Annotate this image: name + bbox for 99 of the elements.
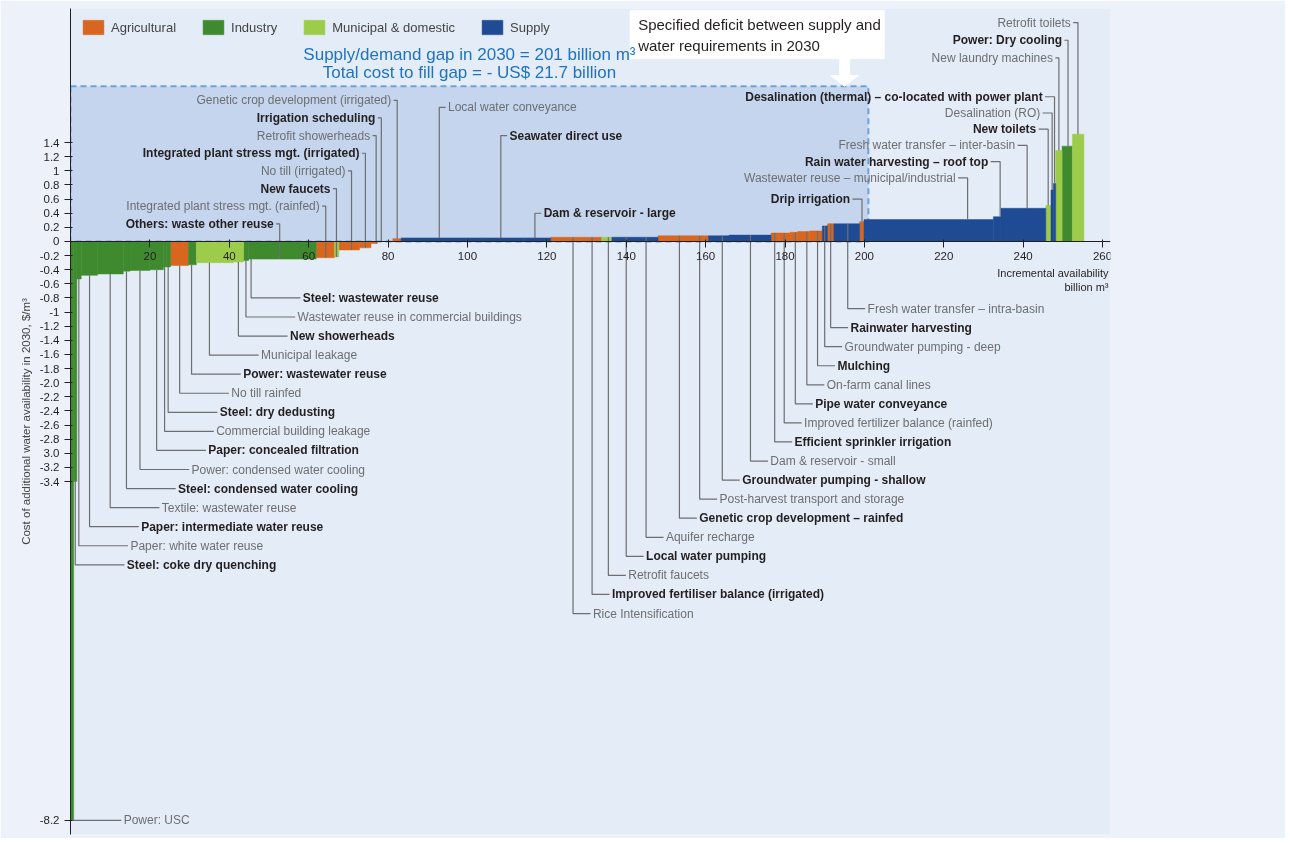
x-axis-title: Incremental availability billion m³ <box>997 267 1109 294</box>
annotation: Retrofit toilets <box>997 15 1071 30</box>
annotation: New toilets <box>972 122 1037 137</box>
y-tick-label: -1.2 <box>39 320 60 333</box>
y-tick-label: 0.4 <box>43 207 61 220</box>
annotation: Specified deficit between supply and water requirements in 2030 <box>637 16 881 55</box>
annotation: Genetic crop development – rainfed <box>699 511 904 526</box>
y-tick-label: 0.6 <box>43 193 60 206</box>
y-tick-label: -3.4 <box>39 475 61 488</box>
x-tick-label: 100 <box>457 250 478 263</box>
annotation: Pipe water conveyance <box>815 396 948 411</box>
x-tick-label: 120 <box>537 250 557 263</box>
y-tick-label: -0.6 <box>39 277 60 290</box>
annotation: No till (irrigated) <box>260 163 346 178</box>
annotation: Dam & reservoir - small <box>770 454 896 469</box>
annotation: Desalination (thermal) – co-located with power plant <box>745 89 1043 104</box>
x-tick-label: 80 <box>381 250 395 263</box>
y-tick-label: -1.4 <box>39 334 61 347</box>
annotation: Groundwater pumping - deep <box>844 339 1001 354</box>
annotation: Commercial building leakage <box>216 424 371 439</box>
y-tick-label: -8.2 <box>39 814 60 827</box>
annotation: Efficient sprinkler irrigation <box>794 434 952 449</box>
y-tick-label: 1.4 <box>43 136 61 149</box>
legend-label: Municipal & domestic <box>332 19 456 35</box>
annotation: On-farm canal lines <box>826 377 931 392</box>
annotation: Textile: wastewater reuse <box>161 500 297 515</box>
x-tick-label: 40 <box>222 250 236 263</box>
y-tick-label: -2.6 <box>39 419 60 432</box>
annotation: Wastewater reuse in commercial buildings <box>297 310 522 325</box>
annotation: Paper: intermediate water reuse <box>141 519 324 534</box>
annotation: Aquifer recharge <box>665 530 755 545</box>
y-axis-title: Cost of additional water availability in 2030, $/m³ <box>19 297 32 545</box>
annotation: Improved fertiliser balance (irrigated) <box>611 587 824 602</box>
annotation: Steel: dry dedusting <box>219 405 336 420</box>
y-tick-label: -2.2 <box>39 390 60 403</box>
annotation: Wastewater reuse – municipal/industrial <box>744 170 956 185</box>
annotation: Total cost to fill gap = - US$ 21.7 billion <box>322 62 617 82</box>
y-tick-label: -1 <box>49 306 60 319</box>
annotation: Retrofit showerheads <box>256 128 371 143</box>
annotation: Local water pumping <box>646 549 767 564</box>
annotation: Desalination (RO) <box>944 105 1041 120</box>
y-tick-label: 0 <box>53 235 60 248</box>
annotation: Power: wastewater reuse <box>243 367 387 382</box>
annotation: Groundwater pumping - shallow <box>742 473 927 488</box>
annotation: Retrofit faucets <box>628 568 709 583</box>
y-tick-label: -0.4 <box>39 263 61 276</box>
legend-label: Industry <box>231 19 278 35</box>
annotation: New laundry machines <box>931 50 1053 65</box>
annotation: No till rainfed <box>231 386 302 401</box>
annotation: Rice Intensification <box>592 606 694 621</box>
annotation: Dam & reservoir - large <box>543 206 677 221</box>
annotation: Power: USC <box>123 813 191 828</box>
annotation: Fresh water transfer – intra-basin <box>867 301 1045 316</box>
y-tick-label: 3.0 <box>43 447 60 460</box>
y-tick-label: -0.2 <box>39 249 60 262</box>
annotation: Rain water harvesting – roof top <box>804 154 989 169</box>
annotation: Paper: concealed filtration <box>208 443 359 458</box>
y-tick-label: 0.2 <box>43 221 60 234</box>
x-tick-label: 140 <box>616 250 636 263</box>
annotation: Power: condensed water cooling <box>191 462 366 477</box>
annotation: Steel: condensed water cooling <box>178 481 359 496</box>
annotation: New showerheads <box>290 329 396 344</box>
legend-label: Agricultural <box>111 19 177 35</box>
annotation: Paper: white water reuse <box>130 538 264 553</box>
annotation: Municipal leakage <box>261 348 358 363</box>
annotation: Fresh water transfer – inter-basin <box>838 138 1016 153</box>
x-tick-label: 200 <box>854 250 874 263</box>
annotation: Drip irrigation <box>770 192 851 207</box>
x-tick-label: 220 <box>934 250 954 263</box>
x-tick-label: 240 <box>1013 250 1033 263</box>
y-tick-label: -1.6 <box>39 348 60 361</box>
annotation: Steel: wastewater reuse <box>302 290 440 305</box>
y-tick-label: -3.2 <box>39 461 60 474</box>
annotation: Integrated plant stress mgt. (rainfed) <box>126 199 320 214</box>
annotation: Irrigation scheduling <box>256 110 376 125</box>
annotation: Power: Dry cooling <box>952 33 1063 48</box>
annotation: Improved fertilizer balance (rainfed) <box>804 415 993 430</box>
annotation: Integrated plant stress mgt. (irrigated) <box>142 146 360 161</box>
y-tick-label: -2.4 <box>39 404 61 417</box>
y-tick-label: -2.0 <box>39 376 60 389</box>
y-tick-label: -0.8 <box>39 291 60 304</box>
legend-label: Supply <box>510 19 550 35</box>
annotation: Seawater direct use <box>509 128 623 143</box>
annotation: Post-harvest transport and storage <box>719 492 905 507</box>
annotation: Rainwater harvesting <box>850 320 972 335</box>
annotation: Genetic crop development (irrigated) <box>196 93 392 108</box>
annotation: Mulching <box>837 358 891 373</box>
y-tick-label: -1.8 <box>39 362 60 375</box>
y-tick-label: 0.8 <box>43 179 60 191</box>
annotation: New faucets <box>260 181 331 196</box>
x-tick-label: 20 <box>143 250 157 263</box>
annotation: Steel: coke dry quenching <box>126 557 277 572</box>
band-label: Supply/demand gap in 2030 = 201 billion m³ <box>303 44 636 64</box>
x-tick-label: 180 <box>775 250 795 263</box>
annotation: Local water conveyance <box>448 100 578 115</box>
y-tick-label: -2.8 <box>39 433 60 446</box>
y-tick-label: 1.2 <box>43 150 60 163</box>
annotation: Others: waste other reuse <box>125 216 275 231</box>
y-tick-label: 1 <box>53 164 60 177</box>
